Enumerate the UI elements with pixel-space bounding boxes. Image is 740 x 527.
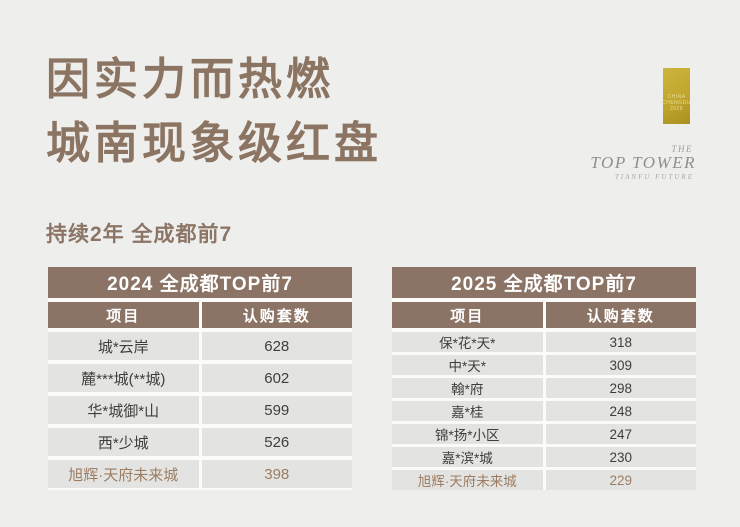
badge-text-line: CHENGDU (662, 100, 691, 106)
ranking-tables: 2024 全成都TOP前7 项目 认购套数 城*云岸 628 麓***城(**城… (48, 267, 696, 490)
project-cell: 麓***城(**城) (48, 364, 199, 392)
project-cell: 中*天* (392, 355, 543, 375)
table-header-row: 项目 认购套数 (392, 302, 696, 328)
column-header-count: 认购套数 (545, 302, 696, 328)
table-row: 翰*府 298 (392, 378, 696, 398)
section-subtitle: 持续2年 全成都前7 (46, 223, 233, 246)
table-row: 城*云岸 628 (48, 332, 352, 360)
table-body: 保*花*天* 318 中*天* 309 翰*府 298 嘉*桂 248 锦*扬*… (392, 332, 696, 490)
column-header-project: 项目 (48, 302, 199, 328)
table-row: 中*天* 309 (392, 355, 696, 375)
project-cell: 保*花*天* (392, 332, 543, 352)
project-cell: 旭辉·天府未来城 (392, 470, 543, 490)
table-header-row: 项目 认购套数 (48, 302, 352, 328)
table-row: 保*花*天* 318 (392, 332, 696, 352)
project-cell: 华*城御*山 (48, 396, 199, 424)
logo-name: TOP TOWER (590, 153, 696, 172)
table-row: 旭辉·天府未来城 398 (48, 460, 352, 488)
count-cell: 229 (545, 470, 696, 490)
title-line-2: 城南现象级红盘 (46, 119, 382, 168)
count-cell: 248 (545, 401, 696, 421)
column-header-count: 认购套数 (201, 302, 352, 328)
page-title: 因实力而热燃 城南现象级红盘 (46, 48, 382, 176)
table-row: 旭辉·天府未来城 229 (392, 470, 696, 490)
brand-logo: THE TOP TOWER TIANFU FUTURE (590, 144, 696, 181)
project-cell: 西*少城 (48, 428, 199, 456)
table-row: 嘉*滨*城 230 (392, 447, 696, 467)
table-row: 嘉*桂 248 (392, 401, 696, 421)
count-cell: 309 (545, 355, 696, 375)
count-cell: 398 (201, 460, 352, 488)
count-cell: 230 (545, 447, 696, 467)
column-header-project: 项目 (392, 302, 543, 328)
count-cell: 599 (201, 396, 352, 424)
logo-the: THE (671, 144, 693, 154)
table-row: 西*少城 526 (48, 428, 352, 456)
project-cell: 翰*府 (392, 378, 543, 398)
table-row: 华*城御*山 599 (48, 396, 352, 424)
project-cell: 锦*扬*小区 (392, 424, 543, 444)
table-title-2024: 2024 全成都TOP前7 (48, 267, 352, 298)
gold-award-badge-icon: CHINA CHENGDU 2025 (662, 68, 691, 124)
project-cell: 旭辉·天府未来城 (48, 460, 199, 488)
table-row: 锦*扬*小区 247 (392, 424, 696, 444)
badge-text-line: CHINA (667, 94, 686, 100)
badge-text-line: 2025 (669, 106, 684, 112)
count-cell: 247 (545, 424, 696, 444)
ranking-table-2025: 2025 全成都TOP前7 项目 认购套数 保*花*天* 318 中*天* 30… (392, 267, 696, 490)
count-cell: 298 (545, 378, 696, 398)
logo-tagline: TIANFU FUTURE (614, 173, 694, 181)
project-cell: 嘉*桂 (392, 401, 543, 421)
count-cell: 602 (201, 364, 352, 392)
count-cell: 526 (201, 428, 352, 456)
ranking-table-2024: 2024 全成都TOP前7 项目 认购套数 城*云岸 628 麓***城(**城… (48, 267, 352, 490)
table-title-2025: 2025 全成都TOP前7 (392, 267, 696, 298)
title-line-1: 因实力而热燃 (46, 55, 334, 104)
count-cell: 628 (201, 332, 352, 360)
count-cell: 318 (545, 332, 696, 352)
table-row: 麓***城(**城) 602 (48, 364, 352, 392)
project-cell: 嘉*滨*城 (392, 447, 543, 467)
project-cell: 城*云岸 (48, 332, 199, 360)
table-body: 城*云岸 628 麓***城(**城) 602 华*城御*山 599 西*少城 … (48, 332, 352, 488)
